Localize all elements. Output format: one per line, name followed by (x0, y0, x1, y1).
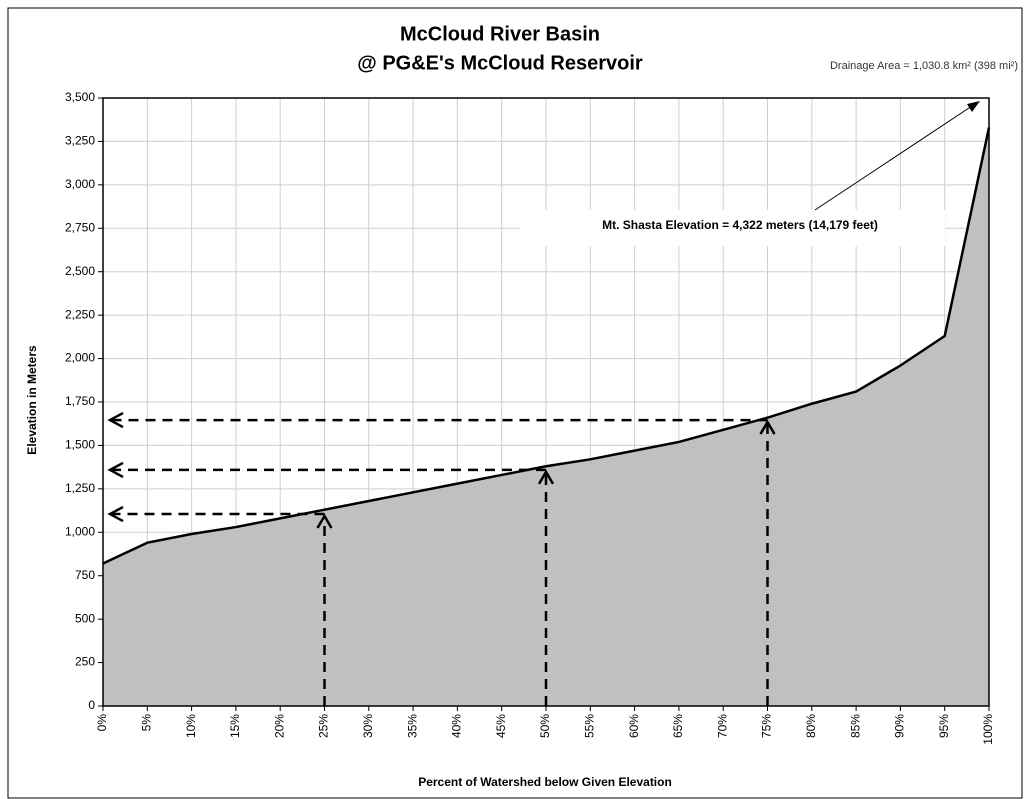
y-tick-label: 750 (75, 568, 95, 582)
x-tick-label: 35% (405, 714, 419, 738)
chart-title: McCloud River Basin (400, 23, 600, 45)
annotation-bg (520, 210, 945, 246)
reference-arrowhead (316, 513, 333, 529)
x-axis-label: Percent of Watershed below Given Elevati… (418, 775, 672, 789)
chart-title: @ PG&E's McCloud Reservoir (357, 52, 643, 74)
x-tick-label: 75% (760, 714, 774, 738)
x-tick-label: 0% (95, 714, 109, 732)
x-tick-label: 55% (582, 714, 596, 738)
x-tick-label: 85% (848, 714, 862, 738)
y-tick-label: 500 (75, 611, 95, 625)
annotation-arrowhead (967, 101, 980, 112)
line (102, 127, 991, 565)
y-tick-label: 3,000 (65, 177, 95, 191)
x-tick-label: 100% (981, 714, 995, 745)
chart-subtitle: Drainage Area = 1,030.8 km² (398 mi²) (830, 60, 1018, 72)
reference-arrowhead (759, 419, 776, 435)
reference-arrowhead (107, 461, 124, 479)
y-tick-label: 2,250 (65, 307, 95, 321)
annotation: Mt. Shasta Elevation = 4,322 meters (14,… (602, 218, 878, 232)
y-tick-label: 2,750 (65, 220, 95, 234)
y-tick-label: 0 (88, 698, 95, 712)
reference-arrowhead (107, 505, 124, 523)
x-tick-label: 45% (494, 714, 508, 738)
y-tick-label: 1,000 (65, 524, 95, 538)
y-tick-label: 1,250 (65, 481, 95, 495)
y-tick-label: 2,500 (65, 264, 95, 278)
x-tick-label: 95% (937, 714, 951, 738)
x-tick-label: 90% (893, 714, 907, 738)
y-tick-label: 2,000 (65, 351, 95, 365)
y-tick-label: 250 (75, 655, 95, 669)
x-tick-label: 30% (361, 714, 375, 738)
annotation-arrow (814, 103, 976, 211)
y-tick-label: 1,500 (65, 438, 95, 452)
y-tick-label: 3,250 (65, 134, 95, 148)
x-tick-label: 65% (671, 714, 685, 738)
x-tick-label: 60% (627, 714, 641, 738)
x-tick-label: 25% (317, 714, 331, 738)
x-tick-label: 5% (139, 714, 153, 732)
y-tick-label: 3,500 (65, 90, 95, 104)
x-tick-label: 15% (228, 714, 242, 738)
x-tick-label: 40% (450, 714, 464, 738)
x-tick-label: 70% (715, 714, 729, 738)
y-axis-label: Elevation in Meters (25, 345, 39, 455)
x-tick-label: 80% (804, 714, 818, 738)
y-tick-label: 1,750 (65, 394, 95, 408)
x-tick-label: 50% (538, 714, 552, 738)
x-tick-label: 20% (272, 714, 286, 738)
reference-arrowhead (537, 469, 555, 485)
x-tick-label: 10% (184, 714, 198, 738)
reference-arrowhead (107, 411, 124, 429)
